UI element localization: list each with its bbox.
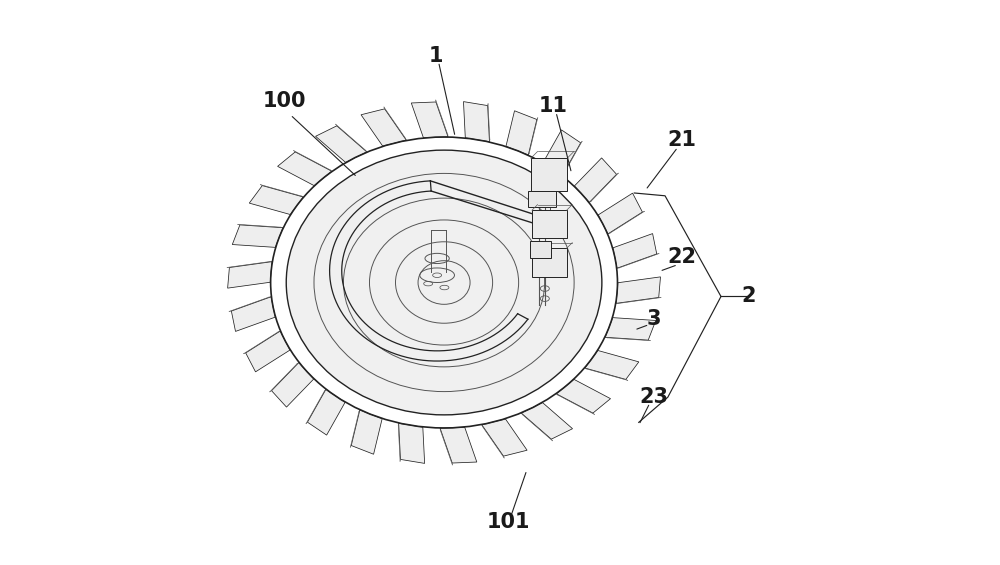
Polygon shape <box>361 109 406 146</box>
Polygon shape <box>574 158 617 202</box>
Polygon shape <box>605 318 656 340</box>
Polygon shape <box>532 210 567 238</box>
Polygon shape <box>411 102 448 138</box>
Polygon shape <box>399 423 425 463</box>
Text: 21: 21 <box>667 130 696 150</box>
Polygon shape <box>556 379 611 413</box>
Polygon shape <box>528 190 556 207</box>
Text: 101: 101 <box>487 512 530 532</box>
Polygon shape <box>231 297 275 332</box>
Polygon shape <box>278 152 332 186</box>
Polygon shape <box>246 331 290 372</box>
Text: 11: 11 <box>539 96 568 116</box>
Text: 22: 22 <box>667 247 696 267</box>
Polygon shape <box>316 126 367 162</box>
Polygon shape <box>543 130 581 176</box>
Polygon shape <box>351 410 382 454</box>
Polygon shape <box>440 427 477 463</box>
Polygon shape <box>232 225 283 247</box>
Polygon shape <box>521 403 573 439</box>
Polygon shape <box>531 158 567 190</box>
Ellipse shape <box>286 150 602 415</box>
Polygon shape <box>532 248 567 277</box>
Polygon shape <box>585 350 639 380</box>
Polygon shape <box>272 363 314 407</box>
Polygon shape <box>613 233 657 268</box>
Bar <box>530 241 551 258</box>
Text: 100: 100 <box>263 90 306 111</box>
Text: 2: 2 <box>742 286 756 306</box>
Polygon shape <box>249 185 303 215</box>
Polygon shape <box>463 102 489 142</box>
Text: 3: 3 <box>647 309 661 329</box>
Polygon shape <box>616 277 660 303</box>
Polygon shape <box>482 419 527 456</box>
Text: 1: 1 <box>428 46 443 66</box>
Polygon shape <box>307 389 345 435</box>
Polygon shape <box>228 262 272 288</box>
Polygon shape <box>506 111 537 155</box>
Text: 23: 23 <box>639 387 668 407</box>
Polygon shape <box>598 193 642 234</box>
